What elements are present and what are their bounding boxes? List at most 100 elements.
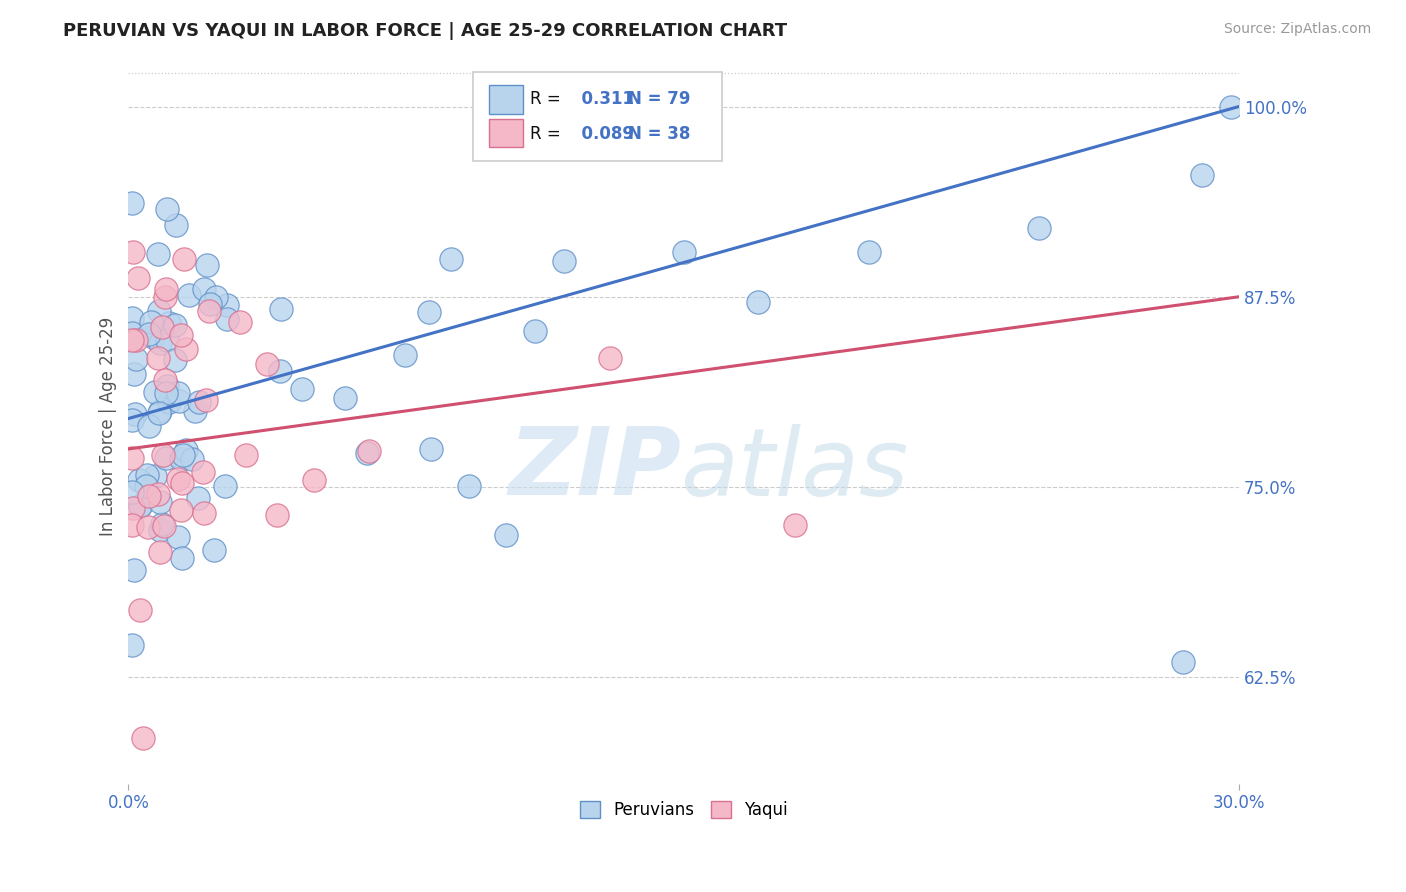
- Point: [172, 449, 194, 463]
- Point: [266, 508, 288, 522]
- Point: [198, 303, 221, 318]
- Point: [156, 378, 179, 392]
- Point: [179, 288, 201, 302]
- Point: [146, 351, 169, 365]
- Point: [149, 545, 172, 559]
- Point: [170, 328, 193, 343]
- Point: [136, 520, 159, 534]
- Point: [495, 528, 517, 542]
- Point: [858, 244, 880, 259]
- Point: [217, 312, 239, 326]
- Point: [152, 519, 174, 533]
- Point: [121, 333, 143, 347]
- Y-axis label: In Labor Force | Age 25-29: In Labor Force | Age 25-29: [100, 317, 117, 536]
- Point: [440, 252, 463, 266]
- Point: [142, 329, 165, 343]
- Point: [127, 271, 149, 285]
- Text: ZIP: ZIP: [509, 423, 682, 515]
- Point: [193, 465, 215, 479]
- Point: [170, 503, 193, 517]
- Point: [333, 391, 356, 405]
- Point: [553, 254, 575, 268]
- Point: [121, 639, 143, 653]
- Point: [128, 500, 150, 514]
- Point: [143, 469, 166, 483]
- Text: N = 79: N = 79: [628, 89, 690, 108]
- Point: [167, 394, 190, 409]
- Point: [163, 318, 186, 332]
- Point: [419, 442, 441, 456]
- Point: [193, 506, 215, 520]
- Point: [135, 478, 157, 492]
- Point: [270, 302, 292, 317]
- Point: [136, 467, 159, 482]
- Point: [122, 367, 145, 381]
- Point: [198, 296, 221, 310]
- Point: [155, 450, 177, 465]
- Point: [163, 353, 186, 368]
- Text: PERUVIAN VS YAQUI IN LABOR FORCE | AGE 25-29 CORRELATION CHART: PERUVIAN VS YAQUI IN LABOR FORCE | AGE 2…: [63, 22, 787, 40]
- Point: [291, 382, 314, 396]
- Point: [129, 500, 152, 514]
- FancyBboxPatch shape: [489, 119, 523, 147]
- FancyBboxPatch shape: [489, 85, 523, 113]
- Point: [121, 518, 143, 533]
- Point: [157, 316, 180, 330]
- Point: [217, 298, 239, 312]
- Point: [121, 326, 143, 341]
- Point: [170, 551, 193, 566]
- Point: [176, 442, 198, 457]
- Point: [149, 494, 172, 508]
- Point: [165, 218, 187, 232]
- Point: [124, 408, 146, 422]
- Point: [166, 386, 188, 401]
- Point: [170, 476, 193, 491]
- Point: [121, 195, 143, 210]
- Point: [747, 294, 769, 309]
- Point: [256, 357, 278, 371]
- Point: [157, 395, 180, 409]
- Point: [155, 373, 177, 387]
- Point: [149, 403, 172, 417]
- Point: [1220, 99, 1243, 113]
- Text: 0.089: 0.089: [571, 125, 634, 143]
- Point: [155, 282, 177, 296]
- Point: [121, 451, 143, 466]
- Point: [599, 351, 621, 365]
- Point: [143, 385, 166, 400]
- Point: [166, 529, 188, 543]
- Point: [138, 489, 160, 503]
- Point: [121, 245, 143, 260]
- Point: [356, 445, 378, 459]
- Point: [1173, 655, 1195, 669]
- Point: [155, 385, 177, 400]
- Point: [302, 473, 325, 487]
- Point: [132, 731, 155, 745]
- Point: [228, 315, 250, 329]
- Point: [188, 394, 211, 409]
- Point: [173, 252, 195, 266]
- Point: [149, 523, 172, 537]
- Point: [125, 333, 148, 347]
- Point: [204, 542, 226, 557]
- Point: [155, 290, 177, 304]
- FancyBboxPatch shape: [472, 72, 723, 161]
- Point: [138, 418, 160, 433]
- Point: [148, 304, 170, 318]
- Point: [124, 563, 146, 577]
- Point: [121, 484, 143, 499]
- Point: [457, 479, 479, 493]
- Legend: Peruvians, Yaqui: Peruvians, Yaqui: [574, 794, 794, 825]
- Text: Source: ZipAtlas.com: Source: ZipAtlas.com: [1223, 22, 1371, 37]
- Point: [1028, 221, 1050, 235]
- Point: [357, 444, 380, 458]
- Point: [418, 305, 440, 319]
- Text: R =: R =: [530, 89, 561, 108]
- Point: [1191, 168, 1213, 182]
- Point: [146, 246, 169, 260]
- Text: R =: R =: [530, 125, 561, 143]
- Point: [155, 333, 177, 347]
- Point: [128, 603, 150, 617]
- Point: [184, 404, 207, 418]
- Point: [235, 448, 257, 462]
